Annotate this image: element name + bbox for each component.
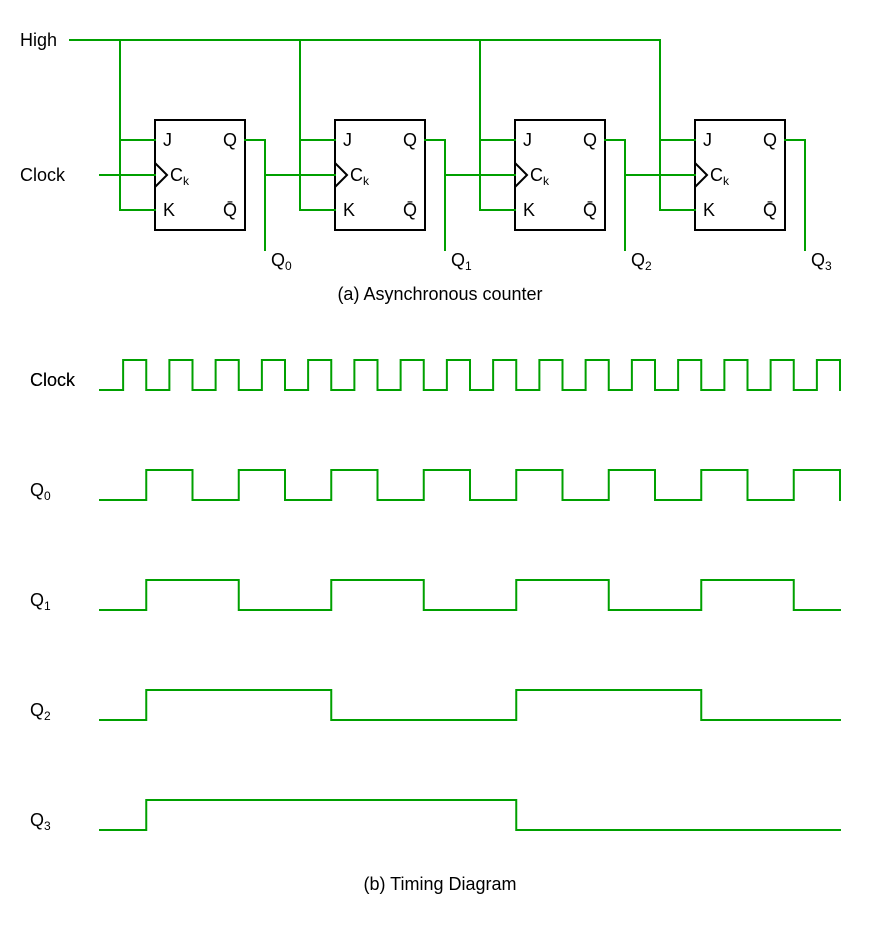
label-clock: Clock — [20, 165, 66, 185]
label-qbar: Q̄ — [583, 200, 597, 220]
label-k: K — [343, 200, 355, 220]
label-output-2: Q2 — [631, 250, 652, 273]
wave-clock — [100, 360, 840, 390]
wave-Q0 — [100, 470, 840, 500]
flipflop-3: JKQQ̄Ck — [695, 120, 785, 230]
label-output-1: Q1 — [451, 250, 472, 273]
caption-a: (a) Asynchronous counter — [337, 284, 542, 304]
wave-Q1 — [100, 580, 840, 610]
label-k: K — [523, 200, 535, 220]
label-high: High — [20, 30, 57, 50]
label-j: J — [523, 130, 532, 150]
label-k: K — [163, 200, 175, 220]
caption-b: (b) Timing Diagram — [363, 874, 516, 894]
wave-Q3 — [100, 800, 840, 830]
timing-label-clock: Clock — [30, 370, 76, 390]
timing-label-Q2: Q2 — [30, 700, 51, 723]
flipflop-1: JKQQ̄Ck — [335, 120, 425, 230]
label-q: Q — [583, 130, 597, 150]
timing-label-Q3: Q3 — [30, 810, 51, 833]
q-to-ck-1 — [245, 140, 335, 175]
circuit-diagram: HighClockJKQQ̄CkQ0JKQQ̄CkQ1JKQQ̄CkQ2JKQQ… — [20, 30, 832, 304]
label-qbar: Q̄ — [763, 200, 777, 220]
label-q: Q — [403, 130, 417, 150]
label-qbar: Q̄ — [223, 200, 237, 220]
label-k: K — [703, 200, 715, 220]
flipflop-0: JKQQ̄Ck — [155, 120, 245, 230]
label-j: J — [343, 130, 352, 150]
label-q: Q — [223, 130, 237, 150]
wave-Q2 — [100, 690, 840, 720]
label-j: J — [163, 130, 172, 150]
timing-diagram: ClockClockQ0Q1Q2Q3(b) Timing Diagram — [30, 360, 840, 894]
q-to-ck-2 — [425, 140, 515, 175]
q-to-ck-3 — [605, 140, 695, 175]
label-j: J — [703, 130, 712, 150]
timing-label-Q1: Q1 — [30, 590, 51, 613]
label-output-3: Q3 — [811, 250, 832, 273]
label-qbar: Q̄ — [403, 200, 417, 220]
label-output-0: Q0 — [271, 250, 292, 273]
flipflop-2: JKQQ̄Ck — [515, 120, 605, 230]
label-q: Q — [763, 130, 777, 150]
timing-label-Q0: Q0 — [30, 480, 51, 503]
